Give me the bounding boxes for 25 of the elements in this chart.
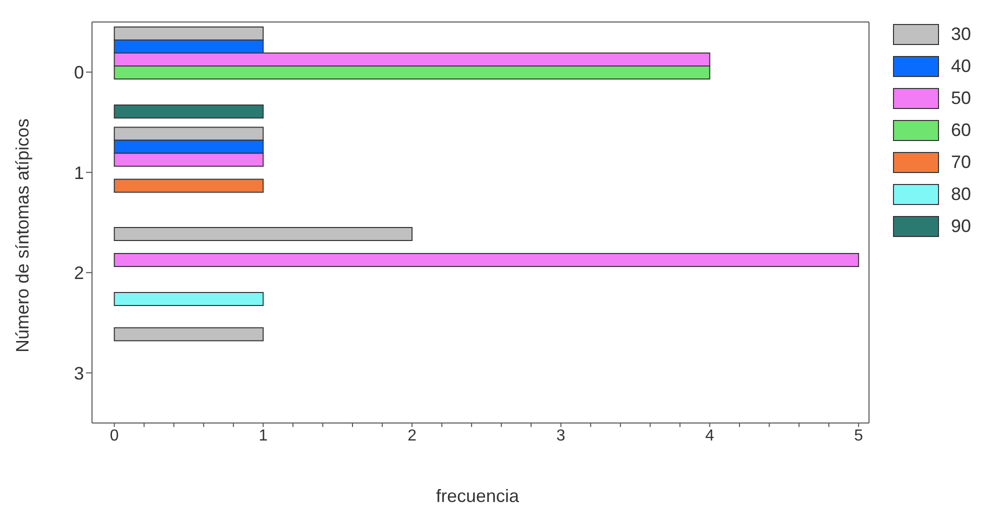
- y-tick-label: 3: [74, 363, 84, 384]
- legend-label: 60: [950, 118, 972, 142]
- bar: [114, 253, 860, 268]
- bar: [114, 292, 264, 306]
- bar: [114, 104, 264, 119]
- x-tick-label: 0: [110, 427, 119, 444]
- legend-label: 90: [950, 214, 972, 238]
- legend-label: 40: [950, 54, 972, 78]
- y-tick-label: 2: [74, 263, 84, 284]
- y-tick-label: 1: [74, 162, 84, 183]
- x-tick-label: 2: [408, 427, 417, 444]
- bar: [114, 178, 264, 193]
- x-tick-label: 5: [854, 427, 864, 444]
- bar: [114, 227, 413, 242]
- legend-label: 50: [950, 86, 972, 110]
- legend-label: 70: [950, 150, 972, 174]
- y-axis-title: Número de síntomas atípicos: [12, 118, 34, 353]
- x-axis-title: frecuencia: [434, 486, 520, 507]
- legend-label: 30: [950, 22, 972, 46]
- bar: [114, 327, 264, 342]
- legend-label: 80: [950, 182, 972, 206]
- y-tick-label: 0: [74, 62, 84, 83]
- x-tick-label: 1: [258, 427, 268, 444]
- x-tick-label: 3: [556, 427, 566, 444]
- x-tick-label: 4: [705, 427, 714, 444]
